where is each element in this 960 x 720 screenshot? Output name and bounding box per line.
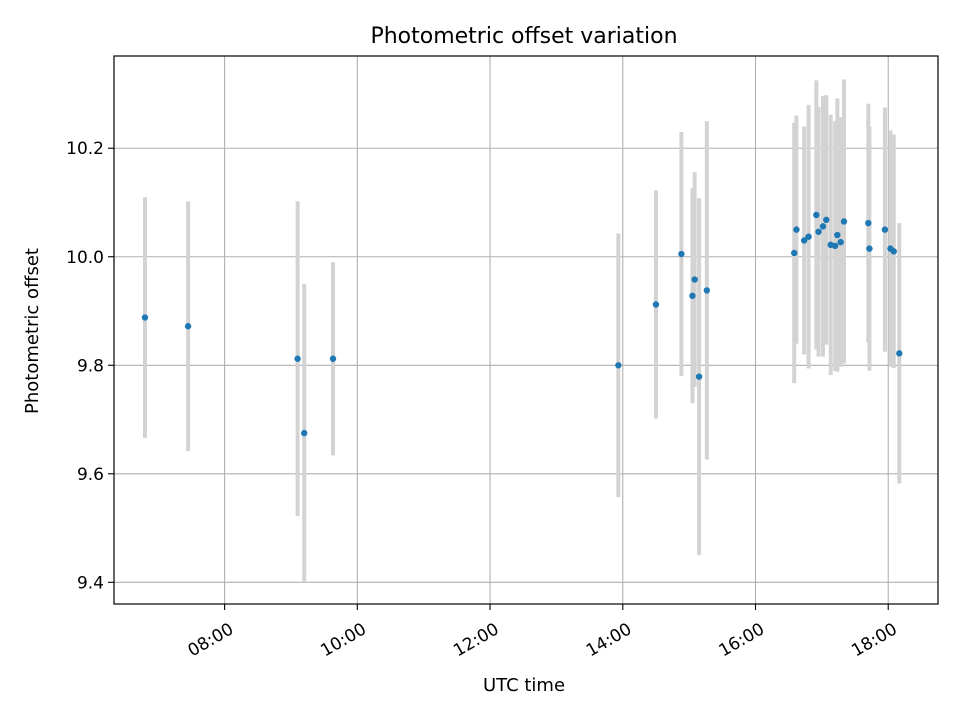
data-point bbox=[793, 226, 800, 233]
data-point bbox=[823, 216, 830, 224]
x-tick-label: 16:00 bbox=[716, 619, 768, 661]
data-point bbox=[800, 237, 808, 244]
data-point bbox=[815, 228, 822, 235]
y-tick-label: 9.4 bbox=[77, 573, 104, 593]
y-tick-label: 10.2 bbox=[66, 139, 104, 159]
data-point bbox=[865, 219, 872, 227]
data-point bbox=[791, 249, 798, 257]
x-tick-label: 14:00 bbox=[583, 619, 635, 661]
data-point bbox=[301, 429, 308, 437]
data-point bbox=[184, 323, 192, 330]
grid bbox=[114, 56, 938, 604]
data-point bbox=[141, 314, 149, 321]
data-point bbox=[294, 355, 301, 362]
data-point bbox=[678, 250, 685, 258]
data-point bbox=[691, 276, 698, 283]
x-tick-label: 08:00 bbox=[185, 619, 237, 661]
data-point bbox=[329, 355, 337, 362]
data-point bbox=[703, 287, 711, 294]
data-point bbox=[881, 226, 889, 233]
y-tick-label: 9.6 bbox=[77, 465, 104, 485]
data-point bbox=[831, 242, 839, 250]
data-point bbox=[805, 233, 812, 240]
data-point bbox=[840, 218, 848, 225]
data-point bbox=[695, 373, 703, 380]
data-point bbox=[896, 350, 903, 357]
data-point bbox=[689, 292, 696, 300]
plot-area-frame bbox=[113, 55, 939, 605]
x-tick-label: 18:00 bbox=[848, 619, 900, 661]
y-tick-label: 9.8 bbox=[77, 356, 104, 376]
y-tick-label: 10.0 bbox=[66, 248, 104, 268]
x-axis-label: UTC time bbox=[483, 675, 565, 696]
chart-title: Photometric offset variation bbox=[370, 24, 677, 49]
data-point bbox=[866, 245, 873, 252]
x-tick-label: 12:00 bbox=[450, 619, 502, 661]
data-point bbox=[615, 362, 622, 369]
x-tick-label: 10:00 bbox=[317, 619, 369, 661]
data-point bbox=[652, 301, 660, 308]
error-bars bbox=[142, 79, 902, 583]
data-point bbox=[837, 238, 844, 246]
y-axis-label: Photometric offset bbox=[22, 248, 43, 414]
data-point bbox=[834, 231, 841, 239]
axis-ticks: 9.4 9.6 9.8 10.0 10.2 08:00 10:00 12:00 14:00 16:… bbox=[66, 139, 901, 661]
data-points bbox=[141, 211, 903, 437]
data-point bbox=[819, 223, 827, 230]
data-point bbox=[890, 248, 897, 255]
data-point bbox=[813, 211, 820, 219]
